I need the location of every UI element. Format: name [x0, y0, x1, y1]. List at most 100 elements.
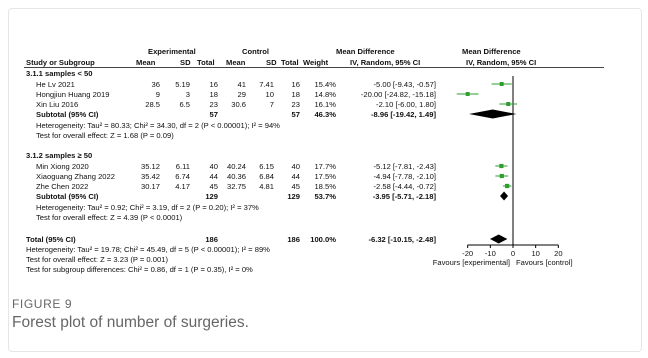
study-point: [465, 92, 470, 96]
header-ctl-mean: Mean: [226, 58, 246, 67]
header-md-method: IV, Random, 95% CI: [350, 58, 421, 67]
header-control: Control: [242, 47, 269, 56]
exp-mean: 35.42: [140, 172, 160, 181]
header-experimental: Experimental: [148, 47, 196, 56]
ctl-mean: 41: [237, 80, 246, 89]
study-name: He Lv 2021: [36, 80, 75, 89]
subtotal-md-ci: -8.96 [-19.42, 1.49]: [370, 110, 436, 119]
weight: 14.8%: [314, 90, 336, 99]
weight: 16.1%: [314, 100, 336, 109]
exp-mean: 36: [151, 80, 160, 89]
favours-left-label: Favours [experimental]: [433, 258, 510, 267]
x-tick-label: 10: [531, 249, 539, 258]
ctl-total: 16: [291, 80, 300, 89]
subtotal-md-ci: -3.95 [-5.71, -2.18]: [372, 192, 436, 201]
study-name: Hongjiun Huang 2019: [36, 90, 110, 99]
md-ci: -4.94 [-7.78, -2.10]: [373, 172, 436, 181]
weight: 17.5%: [314, 172, 336, 181]
exp-total: 16: [209, 80, 218, 89]
header-ctl-total: Total: [281, 58, 299, 67]
ctl-total: 45: [291, 182, 300, 191]
header-rule: [24, 67, 604, 68]
subtotal-exp-total: 57: [209, 110, 218, 119]
ctl-mean: 32.75: [226, 182, 246, 191]
exp-total: 45: [209, 182, 218, 191]
exp-total: 44: [209, 172, 218, 181]
favours-right-label: Favours [control]: [516, 258, 573, 267]
ctl-mean: 30.6: [231, 100, 246, 109]
header-exp-total: Total: [197, 58, 215, 67]
study-point: [499, 163, 504, 169]
md-ci: -2.58 [-4.44, -0.72]: [373, 182, 436, 191]
heterogeneity-text: Heterogeneity: Tau² = 0.92; Chi² = 3.19,…: [36, 203, 259, 212]
figure-caption: Forest plot of number of surgeries.: [12, 314, 249, 331]
subtotal-weight: 53.7%: [314, 192, 336, 201]
header-md-top: Mean Difference: [336, 47, 395, 56]
ctl-sd: 7: [269, 100, 274, 109]
total-label: Total (95% CI): [26, 235, 76, 244]
subgroup-title: 3.1.1 samples < 50: [26, 69, 93, 78]
ctl-total: 40: [291, 162, 300, 171]
weight: 18.5%: [314, 182, 336, 191]
exp-total: 40: [209, 162, 218, 171]
total-weight: 100.0%: [310, 235, 336, 244]
ctl-total: 18: [291, 90, 300, 99]
study-point: [499, 173, 504, 179]
exp-sd: 6.5: [179, 100, 190, 109]
total-heterogeneity-text: Heterogeneity: Tau² = 19.78; Chi² = 45.4…: [26, 245, 270, 254]
x-tick-label: 20: [554, 249, 562, 258]
figure-label: FIGURE 9: [12, 297, 73, 311]
x-tick-label: 0: [511, 249, 515, 258]
total-md-ci: -6.32 [-10.15, -2.48]: [368, 235, 436, 244]
ctl-mean: 40.36: [226, 172, 246, 181]
subgroup-title: 3.1.2 samples ≥ 50: [26, 151, 93, 160]
exp-mean: 28.5: [145, 100, 160, 109]
study-name: Xiaoguang Zhang 2022: [36, 172, 115, 181]
total-diamond: [489, 234, 508, 244]
ctl-total: 23: [291, 100, 300, 109]
ctl-mean: 40.24: [226, 162, 246, 171]
exp-mean: 9: [155, 90, 160, 99]
exp-sd: 3: [185, 90, 190, 99]
ctl-sd: 6.15: [259, 162, 274, 171]
md-ci: -20.00 [-24.82, -15.18]: [360, 90, 436, 99]
subtotal-diamond: [500, 191, 509, 201]
header-md-top-right: Mean Difference: [462, 47, 521, 56]
md-ci: -5.12 [-7.81, -2.43]: [373, 162, 436, 171]
study-name: Zhe Chen 2022: [36, 182, 89, 191]
exp-total: 23: [209, 100, 218, 109]
md-ci: -5.00 [-9.43, -0.57]: [373, 80, 436, 89]
ctl-sd: 4.81: [259, 182, 274, 191]
subtotal-diamond: [468, 109, 517, 119]
header-weight: Weight: [303, 58, 329, 67]
total-exp-total: 186: [205, 235, 218, 244]
ctl-mean: 29: [237, 90, 246, 99]
subtotal-ctl-total: 57: [291, 110, 300, 119]
subtotal-label: Subtotal (95% CI): [36, 192, 99, 201]
study-point: [506, 101, 511, 107]
heterogeneity-text: Heterogeneity: Tau² = 80.33; Chi² = 34.3…: [36, 121, 280, 130]
subtotal-ctl-total: 129: [287, 192, 300, 201]
subtotal-label: Subtotal (95% CI): [36, 110, 99, 119]
x-tick-label: -10: [485, 249, 496, 258]
figure-card: [8, 8, 642, 352]
exp-mean: 35.12: [140, 162, 160, 171]
header-exp-mean: Mean: [136, 58, 156, 67]
x-tick-label: -20: [462, 249, 473, 258]
exp-sd: 6.11: [175, 162, 190, 171]
subtotal-exp-total: 129: [205, 192, 218, 201]
header-ctl-sd: SD: [266, 58, 277, 67]
subgroup-differences-text: Test for subgroup differences: Chi² = 0.…: [26, 265, 253, 274]
overall-effect-text: Test for overall effect: Z = 4.39 (P < 0…: [36, 213, 183, 222]
total-ctl-total: 186: [287, 235, 300, 244]
exp-sd: 4.17: [175, 182, 190, 191]
exp-sd: 6.74: [175, 172, 190, 181]
ctl-sd: 10: [265, 90, 274, 99]
study-name: Xin Liu 2016: [36, 100, 79, 109]
exp-sd: 5.19: [175, 80, 190, 89]
header-md-method-right: IV, Random, 95% CI: [466, 58, 537, 67]
ctl-total: 44: [291, 172, 300, 181]
study-point: [505, 183, 510, 189]
ctl-sd: 6.84: [259, 172, 274, 181]
